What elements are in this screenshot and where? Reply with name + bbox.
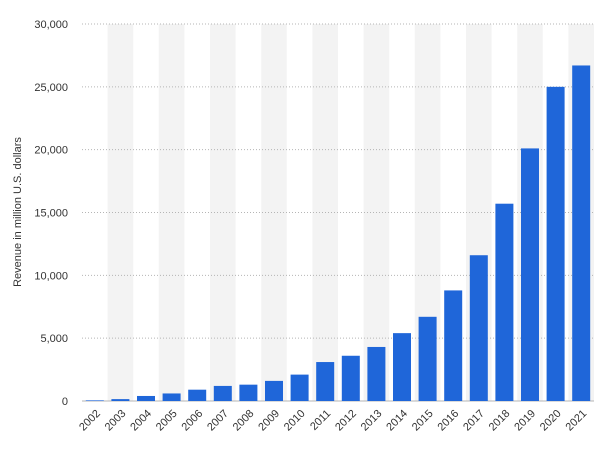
bar-2011 xyxy=(316,362,335,401)
bar-2006 xyxy=(188,389,207,401)
bar-2014 xyxy=(393,333,411,401)
x-tick-label: 2002 xyxy=(77,408,103,434)
y-tick-label: 20,000 xyxy=(34,145,68,157)
x-tick-label: 2009 xyxy=(256,408,282,434)
x-tick-label: 2012 xyxy=(333,408,359,434)
bar-2018 xyxy=(495,203,514,401)
bar-2010 xyxy=(290,374,309,401)
y-tick-label: 30,000 xyxy=(34,19,68,31)
x-tick-label: 2014 xyxy=(384,408,410,434)
y-axis-ticks: 0 5,000 10,000 15,000 20,000 25,000 30,000 xyxy=(34,19,68,408)
column-band xyxy=(158,24,185,401)
x-tick-label: 2020 xyxy=(538,408,564,434)
bar-2020 xyxy=(546,86,565,401)
x-tick-label: 2017 xyxy=(461,408,487,434)
y-tick-label: 25,000 xyxy=(34,82,68,94)
x-tick-label: 2016 xyxy=(436,408,462,434)
x-tick-label: 2006 xyxy=(180,408,206,434)
x-tick-label: 2007 xyxy=(205,408,231,434)
bar-2009 xyxy=(265,380,283,401)
x-tick-label: 2010 xyxy=(282,408,308,434)
y-tick-label: 10,000 xyxy=(34,270,68,282)
y-tick-label: 15,000 xyxy=(34,208,68,220)
bar-2004 xyxy=(137,395,155,401)
bar-2008 xyxy=(239,384,258,401)
x-tick-label: 2015 xyxy=(410,408,436,434)
bar-2021 xyxy=(572,65,591,401)
bar-2002 xyxy=(85,400,104,401)
y-tick-label: 0 xyxy=(62,396,68,408)
bars xyxy=(85,65,591,401)
x-tick-label: 2019 xyxy=(512,408,538,434)
x-tick-label: 2003 xyxy=(103,408,129,434)
x-tick-label: 2013 xyxy=(359,408,385,434)
bar-2012 xyxy=(341,355,360,401)
x-tick-label: 2004 xyxy=(128,408,154,434)
bar-2017 xyxy=(469,255,488,401)
bar-2016 xyxy=(444,290,463,401)
bar-2003 xyxy=(111,399,130,401)
column-band xyxy=(210,24,236,401)
x-tick-label: 2008 xyxy=(231,408,257,434)
y-axis-title: Revenue in million U.S. dollars xyxy=(12,137,24,287)
y-tick-label: 5,000 xyxy=(40,333,68,345)
bar-2019 xyxy=(521,148,539,401)
bar-2015 xyxy=(418,316,437,401)
x-tick-label: 2021 xyxy=(564,408,590,434)
x-tick-label: 2005 xyxy=(154,408,180,434)
bar-2013 xyxy=(367,346,386,401)
bar-2007 xyxy=(213,385,232,401)
x-tick-label: 2011 xyxy=(308,408,333,433)
column-band xyxy=(107,24,134,401)
x-axis-ticks: 2002 2003 2004 2005 2006 2007 2008 2009 2010 2011… xyxy=(77,408,589,434)
x-tick-label: 2018 xyxy=(487,408,513,434)
bar-2005 xyxy=(162,393,181,401)
